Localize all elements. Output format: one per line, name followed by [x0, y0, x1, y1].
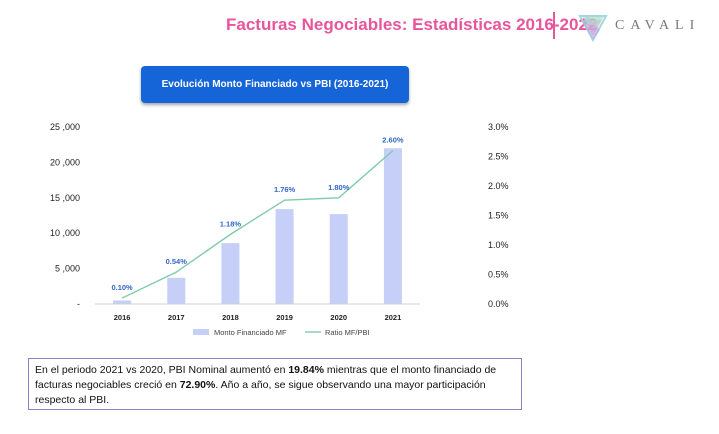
y-right-tick-label: 1.5%: [488, 211, 509, 221]
legend-label-bar: Monto Financiado MF: [214, 328, 287, 337]
x-tick-label: 2018: [222, 313, 239, 322]
data-label: 1.76%: [274, 185, 296, 194]
header-separator: [553, 12, 555, 39]
y-right-tick-label: 0.0%: [488, 299, 509, 309]
data-label: 2.60%: [382, 136, 404, 145]
y-left-tick-label: 20 ,000: [50, 157, 80, 167]
bar: [383, 148, 402, 304]
y-left-tick-label: 5 ,000: [55, 264, 80, 274]
y-left-tick-label: 15 ,000: [50, 193, 80, 203]
brand-name: CAVALI: [615, 18, 701, 33]
y-right-tick-label: 2.5%: [488, 152, 509, 162]
summary-note: En el periodo 2021 vs 2020, PBI Nominal …: [28, 358, 522, 410]
y-right-tick-label: 1.0%: [488, 240, 509, 250]
x-tick-label: 2016: [114, 313, 131, 322]
legend-swatch-bar: [193, 329, 209, 335]
ratio-line: [121, 150, 394, 299]
bar: [329, 214, 348, 304]
data-label: 1.18%: [220, 219, 242, 228]
page-title: Facturas Negociables: Estadísticas 2016-…: [226, 15, 598, 34]
bar: [275, 209, 294, 304]
y-right-tick-label: 0.5%: [488, 270, 509, 280]
y-left-tick-label: 25 ,000: [50, 122, 80, 132]
y-right-tick-label: 3.0%: [488, 122, 509, 132]
bar: [221, 243, 240, 304]
bar: [167, 277, 186, 304]
x-tick-label: 2021: [385, 313, 402, 322]
bar: [113, 300, 132, 304]
y-right-tick-label: 2.0%: [488, 181, 509, 191]
note-pbi-growth: 19.84%: [288, 364, 324, 376]
data-label: 0.54%: [166, 257, 188, 266]
note-mf-growth: 72.90%: [179, 379, 216, 391]
note-text-1: En el periodo 2021 vs 2020, PBI Nominal …: [35, 364, 289, 376]
x-tick-label: 2017: [168, 313, 185, 322]
legend-label-line: Ratio MF/PBI: [325, 328, 370, 337]
x-tick-label: 2019: [276, 313, 293, 322]
x-tick-label: 2020: [330, 313, 347, 322]
cavali-logo-icon: [578, 15, 608, 42]
data-label: 0.10%: [111, 283, 133, 292]
data-label: 1.80%: [328, 183, 350, 192]
y-left-tick-label: -: [77, 299, 80, 309]
note-text-3: . Año a año, se sigue observando una may…: [35, 379, 486, 406]
y-left-tick-label: 10 ,000: [50, 228, 80, 238]
note-text-2: mientras que el monto financiado de fact…: [35, 364, 497, 391]
chart-title: Evolución Monto Financiado vs PBI (2016-…: [141, 66, 409, 103]
